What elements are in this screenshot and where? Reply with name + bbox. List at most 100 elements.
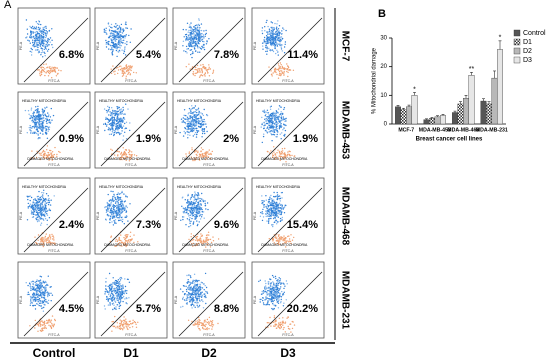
dot: [120, 41, 123, 43]
dot: [188, 298, 190, 300]
dot: [194, 27, 197, 29]
dot: [51, 156, 54, 158]
dot: [274, 117, 276, 120]
dot: [190, 110, 192, 113]
dot: [40, 238, 42, 240]
dot: [109, 301, 111, 304]
dot: [46, 149, 48, 151]
dot: [283, 108, 285, 111]
dot: [277, 149, 279, 151]
dot: [267, 116, 270, 119]
dot: [280, 126, 282, 129]
dot: [107, 300, 110, 302]
dot: [104, 291, 107, 293]
dot: [46, 128, 48, 131]
dot: [187, 292, 190, 294]
dot: [112, 132, 114, 134]
dot: [29, 115, 32, 117]
gate-line: [23, 17, 89, 83]
dot: [42, 218, 44, 220]
dot: [34, 31, 36, 33]
dot: [37, 52, 40, 54]
dot: [276, 198, 279, 201]
dot: [191, 301, 194, 303]
dot: [185, 155, 188, 157]
dot: [196, 71, 199, 74]
dot: [194, 45, 196, 47]
dot: [199, 32, 201, 34]
dot: [37, 46, 39, 49]
dot: [36, 126, 39, 128]
dot: [124, 157, 126, 159]
dot: [111, 221, 113, 223]
dot: [124, 152, 127, 154]
dot: [42, 116, 44, 119]
dot: [194, 216, 196, 218]
dot: [120, 124, 123, 126]
dot: [123, 208, 125, 210]
gate-label: HEALTHY MITOCHONDRIA: [256, 185, 301, 189]
dot: [109, 303, 112, 305]
dot: [40, 23, 42, 26]
dot: [196, 285, 199, 288]
dot: [262, 212, 264, 215]
dot: [194, 202, 197, 204]
dot: [199, 240, 201, 242]
percentage: 1.9%: [136, 133, 161, 145]
dot: [112, 49, 114, 51]
dot: [39, 115, 41, 117]
dot: [124, 239, 127, 241]
dot: [204, 158, 207, 161]
dot: [198, 28, 200, 30]
dot: [200, 150, 202, 152]
dot: [201, 214, 203, 216]
dot: [189, 37, 191, 39]
dot: [277, 112, 279, 114]
dot: [114, 39, 117, 41]
dot: [278, 38, 281, 40]
dot: [187, 119, 189, 121]
dot: [187, 35, 190, 37]
dot: [114, 35, 117, 38]
dot: [32, 202, 34, 204]
dot: [124, 122, 126, 125]
dot: [125, 297, 128, 299]
dot: [116, 193, 118, 196]
dot: [273, 69, 276, 71]
dot: [33, 125, 35, 128]
dot: [189, 225, 192, 227]
dot: [36, 216, 39, 218]
dot: [276, 211, 278, 213]
dot: [39, 154, 41, 156]
dot: [207, 239, 210, 241]
dot: [44, 201, 46, 203]
dot: [268, 114, 270, 116]
dot: [37, 219, 39, 221]
dot: [33, 304, 35, 307]
dot: [204, 204, 207, 206]
dot: [32, 283, 35, 286]
dot: [32, 120, 35, 123]
dot: [212, 240, 215, 242]
dot: [195, 236, 197, 239]
dot: [110, 114, 112, 117]
dot: [118, 25, 120, 27]
dot: [195, 136, 198, 138]
dot: [190, 276, 192, 279]
dot: [50, 68, 52, 70]
dot: [39, 73, 41, 75]
dot: [127, 278, 129, 281]
dot: [192, 72, 194, 75]
axis-caption: FITC-A: [48, 79, 60, 83]
dot: [116, 122, 119, 125]
dot: [277, 43, 280, 45]
dot: [48, 44, 50, 46]
dot: [43, 110, 45, 113]
dot: [265, 213, 267, 215]
dot: [125, 34, 128, 36]
dot: [117, 42, 119, 44]
dot: [113, 220, 115, 222]
dot: [283, 239, 286, 241]
dot: [42, 112, 44, 114]
dot: [118, 303, 121, 305]
